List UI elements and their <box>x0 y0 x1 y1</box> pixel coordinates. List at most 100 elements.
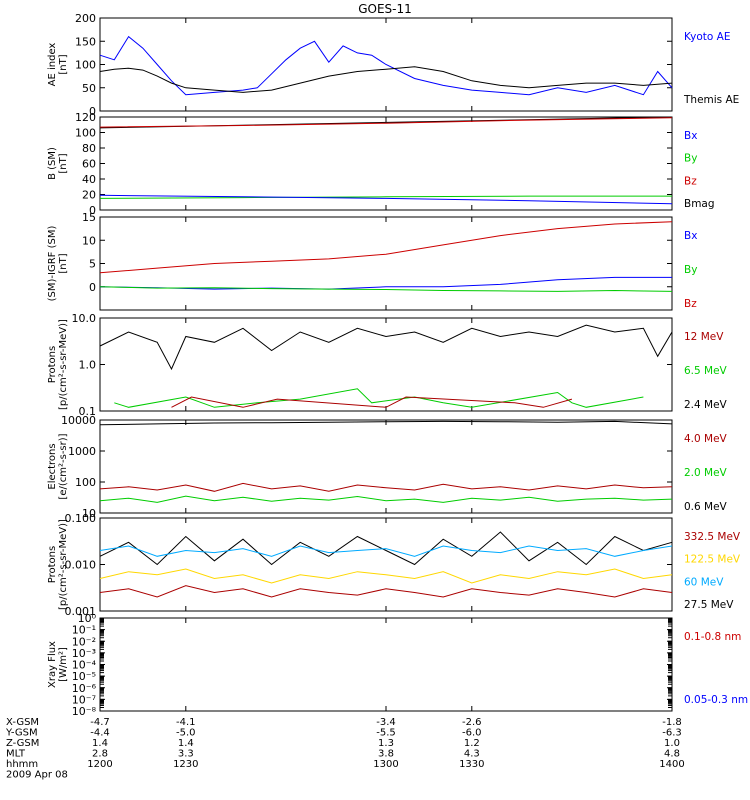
y-tick-label: 100 <box>75 127 96 140</box>
series-line <box>99 221 673 274</box>
y-axis-label: [e/(cm²-s-sr)] <box>58 433 69 499</box>
series-line <box>99 585 673 598</box>
y-axis-label: Electrons <box>47 443 58 489</box>
panel-3: 0 5 10 15 (SM)-IGRF (SM) [nT] Bx By Bz <box>47 211 697 311</box>
panel-5: 10 100 1000 10000 Electrons [e/(cm²-s-sr)] 4.0… <box>47 414 728 520</box>
orbit-value: 1.3 <box>378 738 394 749</box>
legend-entry: 12 MeV <box>684 331 724 343</box>
y-tick-label: 10⁻³ <box>72 647 96 660</box>
y-axis-label: [nT] <box>58 54 69 74</box>
y-tick-label: 100 <box>75 59 96 72</box>
orbit-value: 1.0 <box>664 738 680 749</box>
plot-frame <box>99 617 673 712</box>
y-axis-label: B (SM) <box>47 147 58 180</box>
orbit-value: 4.8 <box>664 749 680 760</box>
y-tick-label: 120 <box>75 111 96 124</box>
legend-entry: Kyoto AE <box>684 31 730 43</box>
orbit-value: 1.2 <box>464 738 480 749</box>
series-line <box>99 324 673 371</box>
series-line <box>99 531 673 566</box>
y-axis-label: [p/(cm²-s-sr-MeV)] <box>58 519 69 610</box>
series-line <box>99 545 673 557</box>
legend-entry: Bx <box>684 230 697 242</box>
y-tick-label: 10000 <box>61 414 96 427</box>
orbit-value: 1.4 <box>92 738 108 749</box>
y-tick-label: 200 <box>75 12 96 25</box>
orbit-row-label: MLT <box>6 749 26 760</box>
figure-title: GOES-11 <box>358 2 412 16</box>
y-tick-label: 1000 <box>68 445 96 458</box>
panels: 0 50 100 150 200 AE index [nT] Kyoto AE Themis A… <box>47 12 748 718</box>
y-tick-label: 0 <box>89 281 96 294</box>
orbit-value: -1.8 <box>662 717 682 728</box>
orbit-row-label: hhmm <box>6 759 38 770</box>
y-axis-label: Xray Flux <box>47 641 58 688</box>
orbit-row-label: Z-GSM <box>6 738 39 749</box>
y-axis-label: Protons <box>47 346 58 383</box>
orbit-value: 1400 <box>659 759 684 770</box>
orbit-value: 4.3 <box>464 749 480 760</box>
y-tick-label: 60 <box>82 158 96 171</box>
series-line <box>99 495 673 503</box>
legend-entry: 122.5 MeV <box>684 554 741 566</box>
legend-entry: Themis AE <box>683 94 739 106</box>
y-axis-label: AE index <box>47 43 58 87</box>
y-tick-label: 10⁻⁷ <box>72 693 96 706</box>
y-tick-label: 0.010 <box>65 559 97 572</box>
y-tick-label: 10⁻¹ <box>72 624 96 637</box>
y-tick-label: 100 <box>75 476 96 489</box>
legend-entry: 60 MeV <box>684 576 724 588</box>
y-tick-label: 80 <box>82 142 96 155</box>
y-axis-label: [p/(cm²-s-sr-MeV)] <box>58 319 69 410</box>
y-tick-label: 10 <box>82 507 96 520</box>
panel-4: 0.1 1.0 10.0 Protons [p/(cm²-s-sr-MeV)] 12 Me… <box>47 312 728 418</box>
y-tick-label: 50 <box>82 82 96 95</box>
legend-entry: 0.6 MeV <box>684 501 728 513</box>
series-line <box>114 388 644 408</box>
panel-6: 0.001 0.010 0.100 Protons [p/(cm²-s-sr-MeV)]… <box>47 512 741 618</box>
series-line <box>99 276 672 290</box>
series-line <box>99 286 673 292</box>
orbit-value: 3.3 <box>178 749 194 760</box>
orbit-value: -4.7 <box>90 717 110 728</box>
orbit-value: 3.8 <box>378 749 394 760</box>
y-tick-label: 0.001 <box>65 605 97 618</box>
date-label: 2009 Apr 08 <box>6 770 68 781</box>
legend-entry: Bmag <box>684 198 715 210</box>
orbit-row-label: X-GSM <box>6 717 39 728</box>
plot-frame <box>99 216 673 311</box>
y-tick-label: 10.0 <box>72 312 97 325</box>
series-line <box>99 117 673 128</box>
y-tick-label: 150 <box>75 35 96 48</box>
legend-entry: Bz <box>684 175 697 187</box>
legend-entry: 2.4 MeV <box>684 399 728 411</box>
orbit-value: -4.1 <box>176 717 196 728</box>
orbit-value: 2.8 <box>92 749 108 760</box>
y-tick-label: 15 <box>82 211 96 224</box>
y-tick-label: 40 <box>82 173 96 186</box>
orbit-value: -6.0 <box>462 728 482 739</box>
y-tick-label: 10⁻⁶ <box>72 682 97 695</box>
y-tick-label: 5 <box>89 258 96 271</box>
orbit-value: 1330 <box>459 759 484 770</box>
orbit-value: 1.4 <box>178 738 194 749</box>
y-axis-label: (SM)-IGRF (SM) <box>47 226 58 302</box>
legend-entry: By <box>684 264 697 276</box>
legend-entry: Bz <box>684 298 697 310</box>
series-line <box>99 482 673 492</box>
legend-entry: 4.0 MeV <box>684 433 728 445</box>
series-line <box>99 568 673 584</box>
legend-entry: By <box>684 153 697 165</box>
orbit-value: -3.4 <box>376 717 396 728</box>
y-tick-label: 0.100 <box>65 512 97 525</box>
series-line <box>99 420 673 426</box>
series-line <box>99 194 673 205</box>
y-tick-label: 10⁻⁵ <box>72 670 96 683</box>
series-line <box>171 396 573 408</box>
y-tick-label: 10 <box>82 234 96 247</box>
orbit-value: -4.4 <box>90 728 110 739</box>
y-axis-label: [W/m²] <box>58 647 69 682</box>
legend-entry: 27.5 MeV <box>684 599 734 611</box>
